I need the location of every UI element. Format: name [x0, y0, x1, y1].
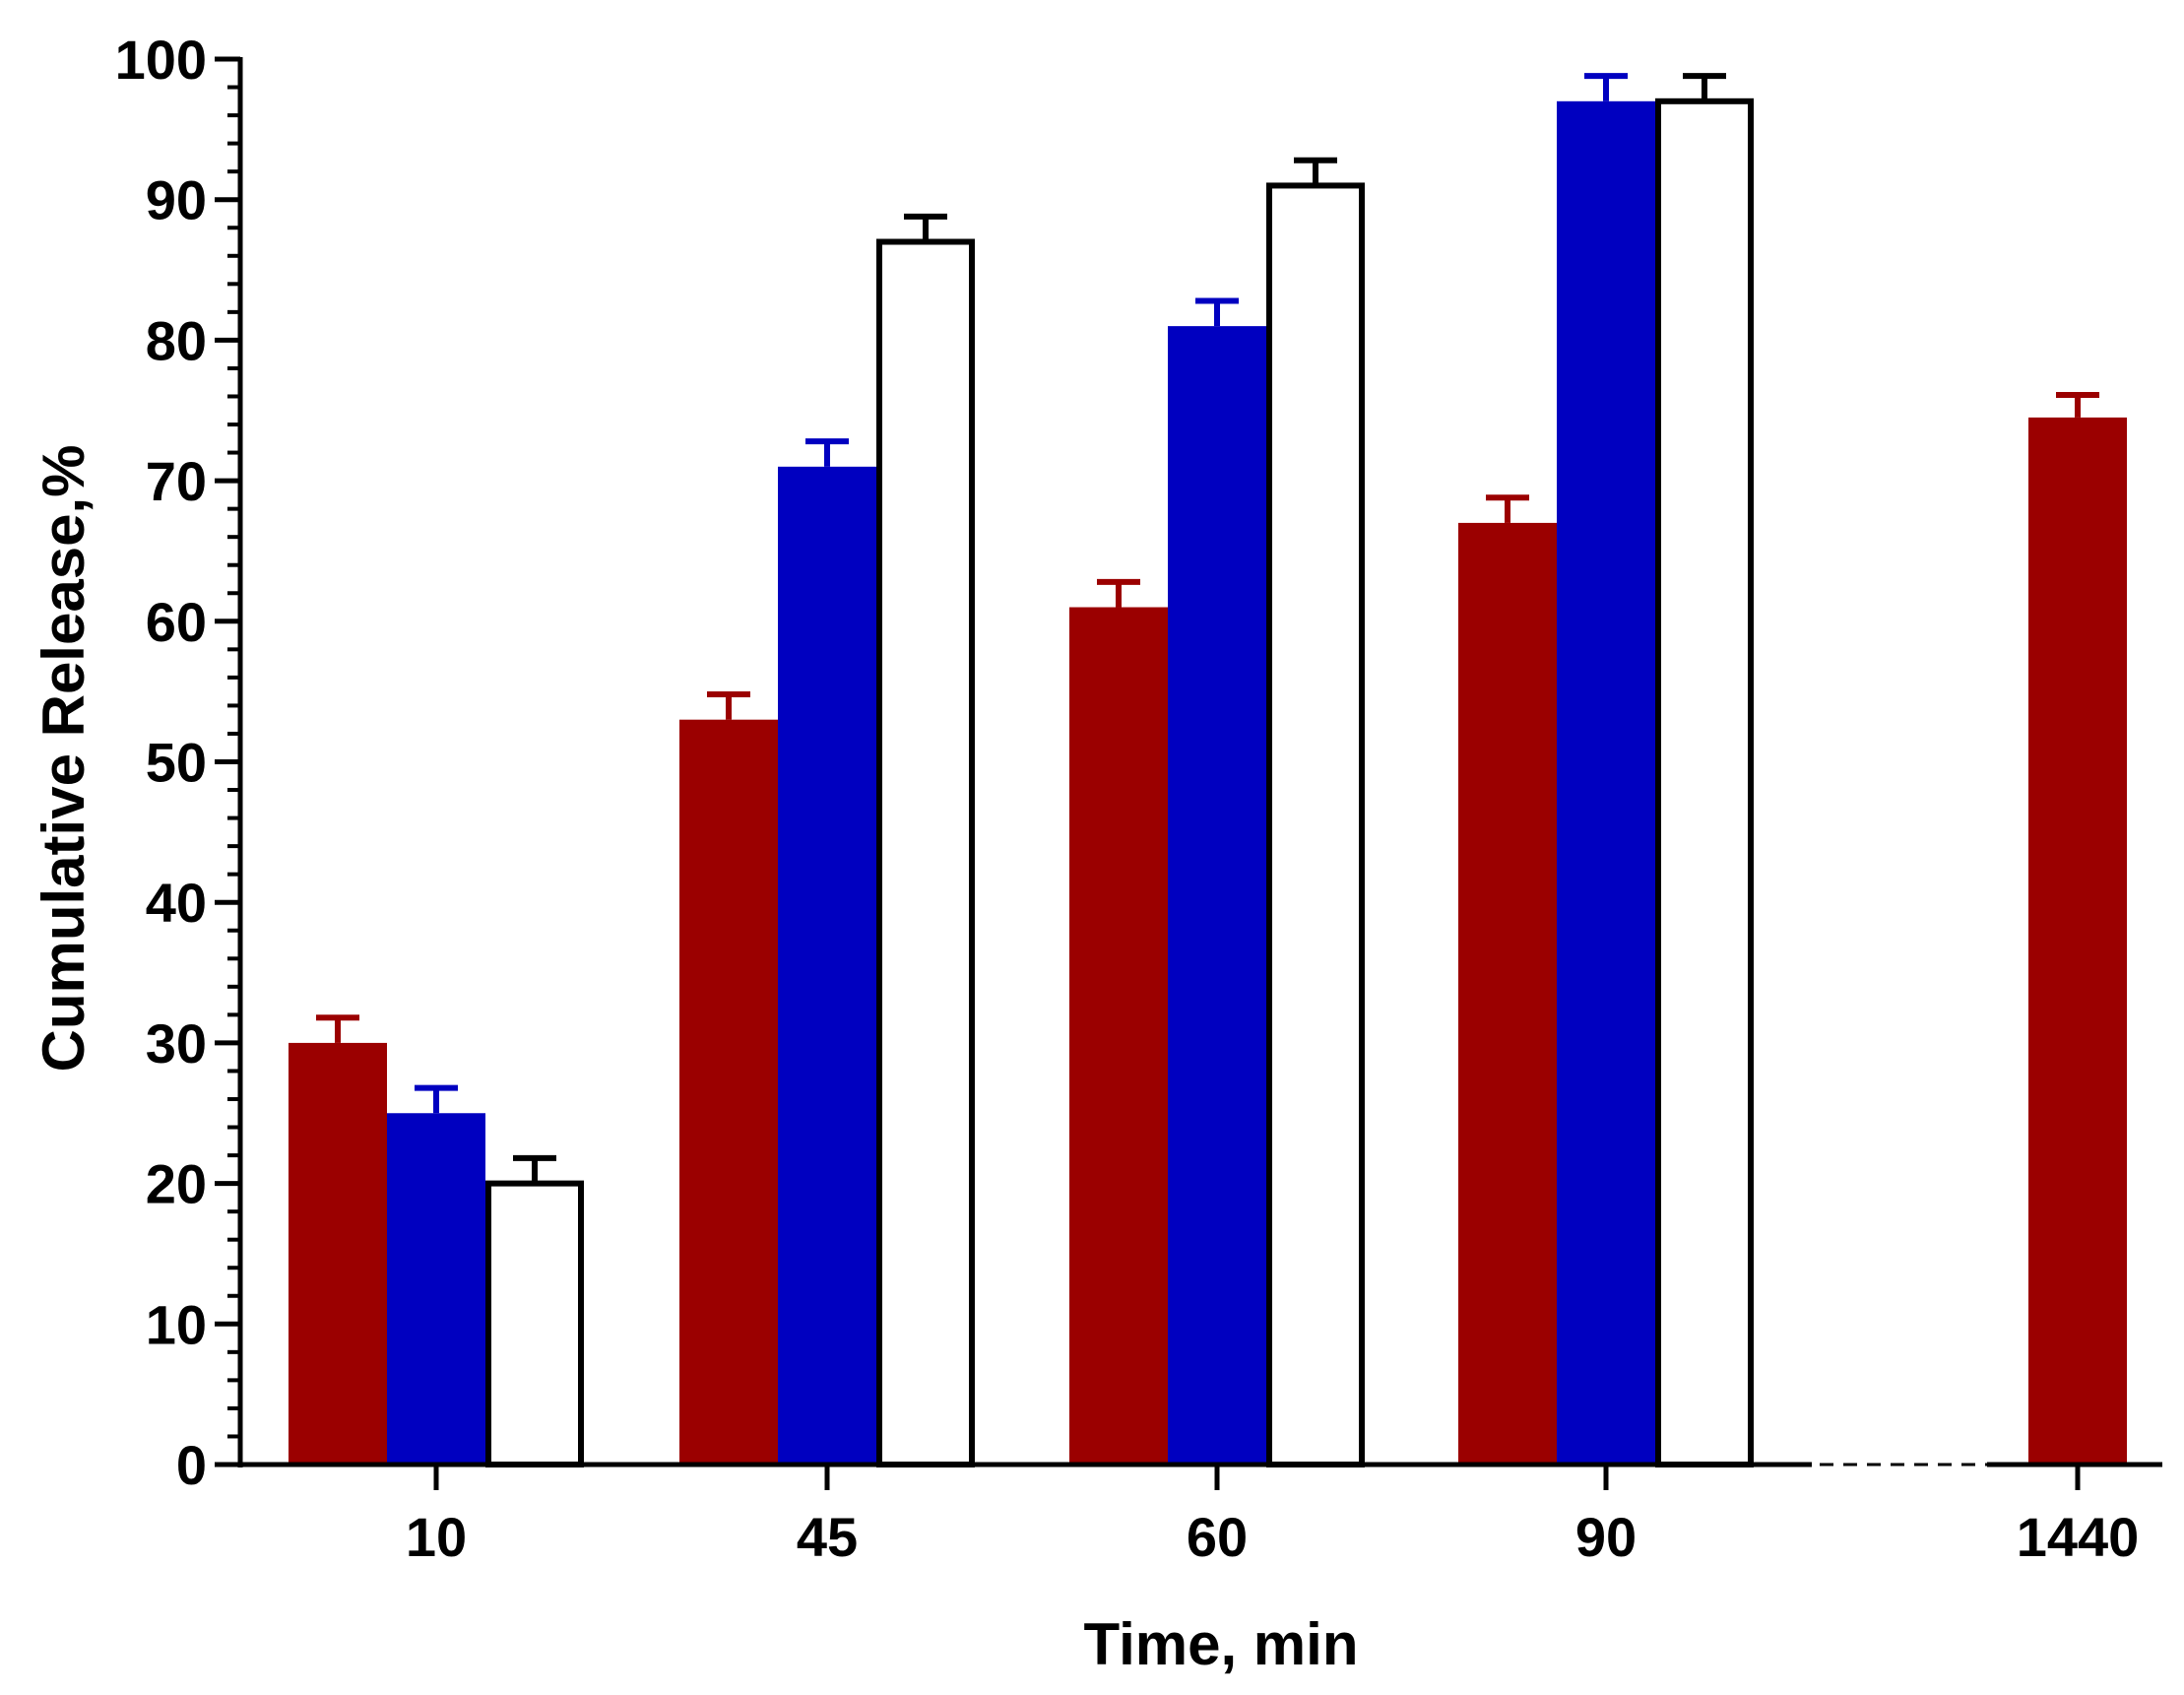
y-tick-label-80: 80 — [146, 309, 207, 371]
bar-3-60 — [1266, 182, 1365, 1467]
error-bar-3-90 — [1683, 73, 1726, 101]
y-tick-label-50: 50 — [146, 732, 207, 794]
x-axis-title: Time, min — [1084, 1611, 1359, 1677]
error-bar-2-45 — [805, 438, 849, 467]
bar-3-10 — [485, 1180, 584, 1467]
x-tick-label-60: 60 — [1187, 1506, 1248, 1568]
error-bar-1-1440 — [2056, 392, 2099, 418]
y-axis-title: Cumulative Release,% — [31, 445, 96, 1073]
error-bar-3-10 — [513, 1154, 556, 1184]
labels-layer: Time, min Cumulative Release,% 0 10 20 30 40… — [31, 29, 2139, 1677]
y-tick-label-90: 90 — [146, 169, 207, 231]
bar-1-45 — [679, 719, 778, 1465]
axes-layer — [215, 56, 2162, 1490]
error-bar-3-45 — [904, 213, 947, 242]
bar-1-60 — [1069, 607, 1168, 1465]
y-tick-label-20: 20 — [146, 1153, 207, 1215]
x-tick-label-1440: 1440 — [2017, 1506, 2140, 1568]
bar-3-45 — [876, 238, 975, 1467]
error-bar-1-90 — [1486, 494, 1529, 523]
bar-3-90 — [1655, 98, 1754, 1467]
x-tick-label-45: 45 — [797, 1506, 858, 1568]
bar-2-10 — [387, 1113, 485, 1465]
bar-1-1440 — [2028, 417, 2127, 1465]
bar-2-90 — [1557, 100, 1655, 1465]
error-bar-1-10 — [316, 1014, 359, 1043]
y-tick-label-40: 40 — [146, 872, 207, 934]
bar-2-60 — [1168, 326, 1266, 1465]
y-tick-label-60: 60 — [146, 591, 207, 653]
y-tick-label-100: 100 — [115, 29, 207, 91]
y-tick-label-30: 30 — [146, 1012, 207, 1075]
error-bar-3-60 — [1294, 157, 1337, 186]
y-tick-label-70: 70 — [146, 450, 207, 512]
bars-layer — [289, 98, 2127, 1467]
y-tick-label-0: 0 — [176, 1434, 207, 1496]
error-bar-1-60 — [1097, 578, 1140, 608]
bar-2-45 — [778, 466, 876, 1466]
error-bar-1-45 — [707, 691, 750, 720]
error-bar-2-90 — [1584, 73, 1628, 101]
error-bars-layer — [316, 73, 2099, 1184]
x-tick-label-90: 90 — [1575, 1506, 1637, 1568]
bar-1-90 — [1458, 522, 1557, 1465]
error-bar-2-60 — [1195, 297, 1239, 327]
bar-1-10 — [289, 1042, 387, 1465]
error-bar-2-10 — [415, 1084, 458, 1114]
y-tick-label-10: 10 — [146, 1293, 207, 1355]
x-tick-label-10: 10 — [406, 1506, 467, 1568]
